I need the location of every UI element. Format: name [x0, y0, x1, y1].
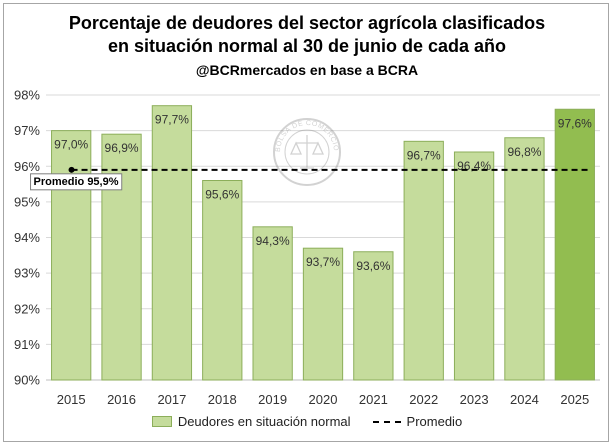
x-tick-label: 2015	[57, 392, 86, 407]
x-tick-label: 2021	[359, 392, 388, 407]
data-label-2024: 96,8%	[507, 145, 541, 159]
x-tick-label: 2016	[107, 392, 136, 407]
legend-swatch-dashed-line	[372, 420, 401, 423]
data-label-2016: 96,9%	[105, 141, 139, 155]
y-tick-label: 96%	[14, 159, 40, 174]
y-tick-label: 90%	[14, 373, 40, 388]
bar-2017	[151, 105, 193, 381]
y-tick-label: 94%	[14, 230, 40, 245]
data-label-2023: 96,4%	[457, 159, 491, 173]
legend: Deudores en situación normal Promedio	[0, 414, 614, 429]
bar-2020	[302, 247, 344, 381]
bar-2019	[252, 226, 293, 381]
y-tick-label: 91%	[14, 337, 40, 352]
data-label-2018: 95,6%	[205, 188, 239, 202]
data-label-2025: 97,6%	[558, 116, 592, 130]
x-tick-label: 2018	[208, 392, 237, 407]
legend-label-promedio: Promedio	[406, 414, 463, 429]
bar-2023	[453, 151, 495, 381]
x-tick-label: 2022	[409, 392, 438, 407]
y-tick-label: 92%	[14, 301, 40, 316]
bars: 97,0% 96,9% 97,7% 95,6% 94,3% 93,7% 93,6% 96,7%…	[51, 105, 595, 381]
y-axis: 90% 91% 92% 93% 94% 95% 96% 97% 98%	[14, 88, 40, 388]
average-label-box	[30, 173, 123, 191]
average-line: Promedio 95,9%	[30, 166, 590, 191]
data-label-2020: 93,7%	[306, 255, 340, 269]
bar-2021	[353, 251, 394, 381]
legend-item-deudores: Deudores en situación normal	[151, 414, 351, 429]
x-tick-label: 2019	[258, 392, 287, 407]
x-axis: 2015 2016 2017 2018 2019 2020 2021 2022 2023 2024…	[57, 392, 590, 407]
x-tick-label: 2023	[460, 392, 489, 407]
chart-title-line1: Porcentaje de deudores del sector agríco…	[68, 13, 546, 33]
y-tick-label: 95%	[14, 194, 40, 209]
x-tick-label: 2017	[157, 392, 186, 407]
x-tick-label: 2020	[309, 392, 338, 407]
bar-2022	[403, 140, 444, 381]
x-tick-label: 2024	[510, 392, 539, 407]
bar-2025	[554, 108, 595, 381]
bar-2018	[202, 180, 243, 381]
chart-subtitle: @BCRmercados en base a BCRA	[195, 62, 419, 78]
y-tick-label: 93%	[14, 266, 40, 281]
legend-label-deudores: Deudores en situación normal	[177, 414, 351, 429]
y-tick-label: 97%	[14, 123, 40, 138]
chart-title-line2: en situación normal al 30 de junio de ca…	[107, 36, 507, 56]
average-line-marker	[68, 166, 75, 173]
data-label-2022: 96,7%	[407, 148, 441, 162]
bar-2024	[504, 137, 545, 381]
data-label-2017: 97,7%	[155, 113, 189, 127]
legend-swatch-bar	[151, 416, 172, 427]
x-tick-label: 2025	[560, 392, 589, 407]
data-label-2021: 93,6%	[356, 259, 390, 273]
legend-item-promedio: Promedio	[372, 414, 463, 429]
average-label: Promedio 95,9%	[34, 176, 119, 188]
bar-2016	[101, 133, 142, 381]
y-tick-label: 98%	[14, 88, 40, 103]
data-label-2019: 94,3%	[256, 234, 290, 248]
data-label-2015: 97,0%	[54, 138, 88, 152]
